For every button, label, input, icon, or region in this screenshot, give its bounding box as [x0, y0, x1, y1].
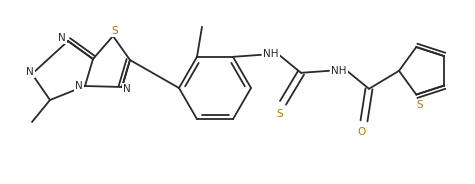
Text: NH: NH [331, 66, 347, 76]
Text: N: N [123, 84, 131, 94]
Text: N: N [26, 67, 34, 77]
Text: N: N [75, 81, 83, 91]
Text: O: O [358, 127, 366, 137]
Text: S: S [112, 26, 118, 36]
Text: S: S [416, 100, 423, 110]
Text: NH: NH [263, 49, 279, 59]
Text: S: S [276, 109, 283, 119]
Text: N: N [58, 33, 66, 43]
